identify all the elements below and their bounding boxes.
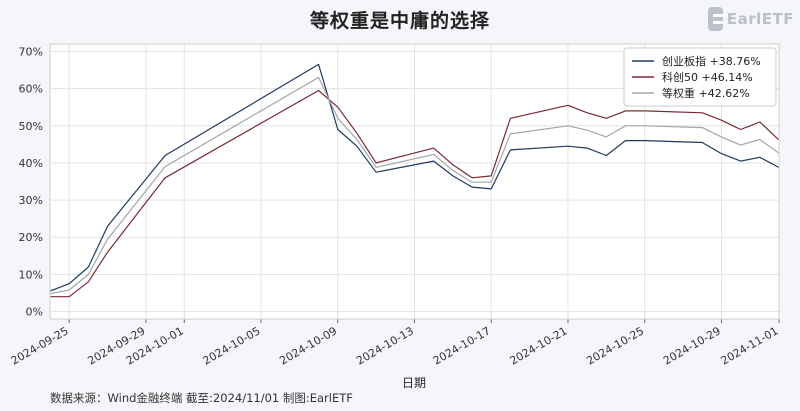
source-note: 数据来源：Wind金融终端 截至:2024/11/01 制图:EarlETF: [50, 391, 353, 405]
logo-icon: [708, 7, 727, 31]
x-axis-label: 日期: [402, 376, 426, 390]
legend: 创业板指 +38.76% 科创50 +46.14% 等权重 +42.62%: [623, 47, 777, 107]
y-tick-label: 50%: [19, 120, 43, 133]
chart-title: 等权重是中庸的选择: [309, 10, 490, 32]
plot-border: [49, 43, 780, 320]
y-tick-label: 20%: [19, 231, 43, 244]
x-tick-label: 2024-10-25: [584, 324, 646, 367]
series-layer: [49, 63, 780, 298]
x-tick-label: 2024-11-01: [719, 324, 781, 367]
legend-box: [623, 47, 777, 107]
x-tick-label: 2024-10-21: [508, 324, 570, 367]
y-tick-label: 10%: [19, 268, 43, 281]
legend-label: 创业板指 +38.76%: [662, 54, 761, 68]
y-tick-label: 30%: [19, 194, 43, 207]
legend-label: 科创50 +46.14%: [662, 70, 753, 84]
brand-logo: EarlETF: [708, 3, 794, 35]
y-tick-label: 40%: [19, 157, 43, 170]
y-tick-label: 70%: [19, 45, 43, 58]
x-tick-label: 2024-09-25: [9, 324, 71, 367]
y-tick-label: 0%: [26, 306, 43, 319]
y-tick-label: 60%: [19, 83, 43, 96]
series-line-1: [49, 63, 780, 292]
x-tick-label: 2024-10-13: [354, 324, 416, 367]
x-tick-label: 2024-10-09: [277, 324, 339, 367]
x-tick-label: 2024-10-29: [661, 324, 723, 367]
series-line-2: [50, 89, 780, 298]
x-tick-label: 2024-10-17: [431, 324, 493, 367]
x-tick-label: 2024-10-05: [201, 324, 263, 367]
series-line-3: [49, 76, 780, 295]
logo-text: EarlETF: [726, 10, 794, 28]
legend-label: 等权重 +42.62%: [662, 86, 750, 100]
